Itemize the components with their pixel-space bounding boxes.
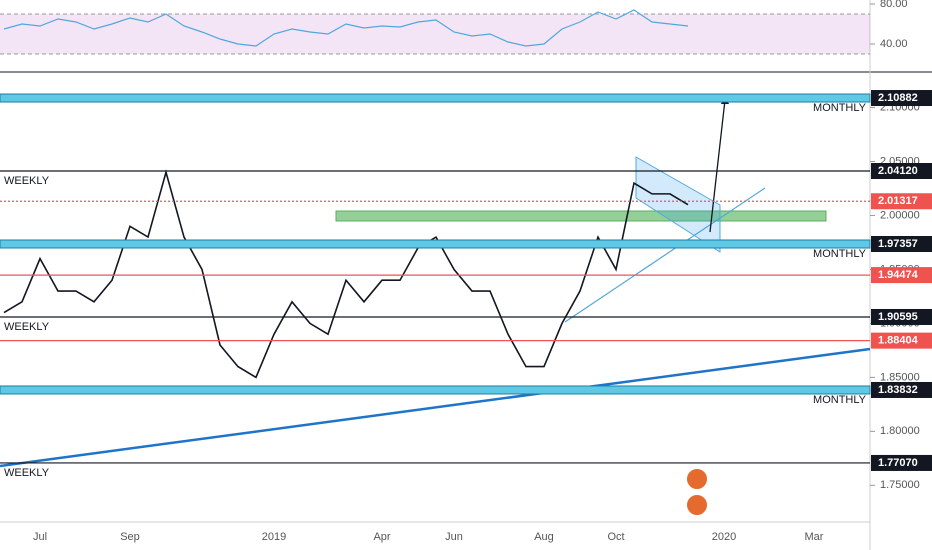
event-icon[interactable] <box>685 493 709 517</box>
level-note: MONTHLY <box>813 394 867 406</box>
level-note: MONTHLY <box>813 248 867 260</box>
y-tick-label: 40.00 <box>880 38 908 50</box>
price-label-box <box>871 235 932 252</box>
level-note: MONTHLY <box>813 102 867 114</box>
trendline <box>564 187 766 323</box>
event-icon[interactable] <box>685 467 709 491</box>
price-label: 2.10882 <box>878 92 918 104</box>
y-tick-label: 80.00 <box>880 0 908 10</box>
price-label: 1.88404 <box>878 335 919 347</box>
y-tick-label: 2.00000 <box>880 209 920 221</box>
price-pane <box>3 169 689 379</box>
trendline <box>0 347 871 468</box>
y-tick-label: 1.80000 <box>880 425 920 437</box>
series-line <box>3 169 689 379</box>
support-zone <box>335 210 827 222</box>
level-band <box>0 239 871 249</box>
series-line <box>3 9 689 47</box>
level-note: WEEKLY <box>4 175 50 187</box>
projection-arrow <box>709 99 726 233</box>
level-note: WEEKLY <box>4 467 50 479</box>
y-tick-label: 1.75000 <box>880 479 920 491</box>
x-tick-label: Jun <box>445 531 463 543</box>
x-tick-label: Aug <box>534 531 554 543</box>
price-label-box <box>871 90 932 107</box>
price-label-box <box>871 193 932 210</box>
price-label-box <box>871 332 932 349</box>
level-note: WEEKLY <box>4 321 50 333</box>
price-label-box <box>871 308 932 325</box>
y-tick-label: 1.85000 <box>880 371 920 383</box>
price-label: 1.90595 <box>878 311 918 323</box>
price-label: 1.83832 <box>878 384 918 396</box>
price-label: 1.94474 <box>878 269 919 281</box>
x-tick-label: Sep <box>120 531 140 543</box>
price-label: 2.04120 <box>878 165 918 177</box>
price-label: 1.77070 <box>878 457 918 469</box>
x-tick-label: 2020 <box>712 531 736 543</box>
price-label-box <box>871 381 932 398</box>
x-tick-label: Mar <box>805 531 824 543</box>
x-tick-label: Jul <box>33 531 47 543</box>
x-tick-label: Apr <box>373 531 390 543</box>
price-label-box <box>871 267 932 284</box>
x-tick-label: Oct <box>607 531 624 543</box>
price-label-box <box>871 163 932 180</box>
price-label: 1.97357 <box>878 238 918 250</box>
price-label-box <box>871 454 932 471</box>
price-label: 2.01317 <box>878 195 918 207</box>
x-tick-label: 2019 <box>262 531 286 543</box>
drawings <box>0 156 871 468</box>
level-band <box>0 93 871 103</box>
level-band <box>0 385 871 395</box>
